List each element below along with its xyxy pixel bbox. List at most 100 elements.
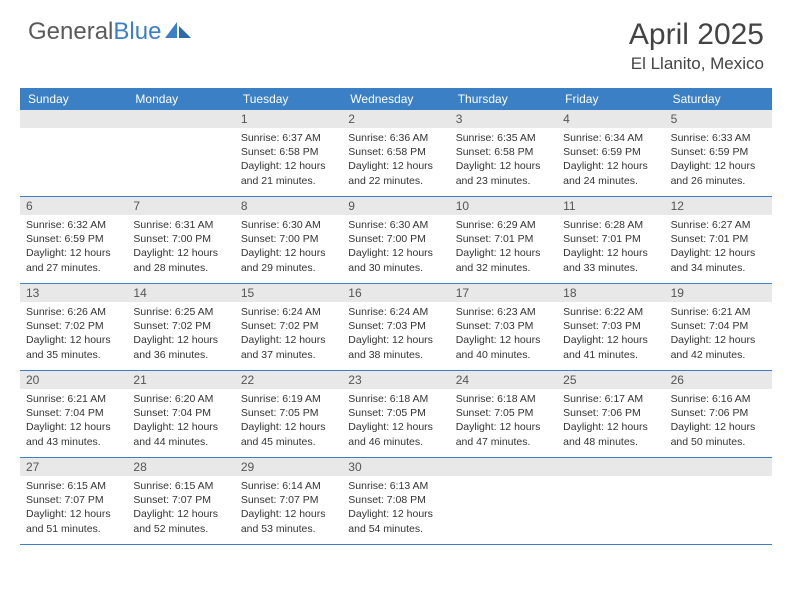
sunset-label: Sunset: 7:01 PM xyxy=(563,232,658,246)
sunrise-label: Sunrise: 6:30 AM xyxy=(348,218,443,232)
sunrise-label: Sunrise: 6:13 AM xyxy=(348,479,443,493)
sunrise-label: Sunrise: 6:27 AM xyxy=(671,218,766,232)
cell-body: Sunrise: 6:28 AMSunset: 7:01 PMDaylight:… xyxy=(557,215,664,279)
calendar-cell: 4Sunrise: 6:34 AMSunset: 6:59 PMDaylight… xyxy=(557,110,664,196)
cell-date-number: 28 xyxy=(127,458,234,476)
cell-date-number: 6 xyxy=(20,197,127,215)
cell-body: Sunrise: 6:34 AMSunset: 6:59 PMDaylight:… xyxy=(557,128,664,192)
calendar-cell: 24Sunrise: 6:18 AMSunset: 7:05 PMDayligh… xyxy=(450,371,557,457)
sunset-label: Sunset: 7:07 PM xyxy=(133,493,228,507)
cell-body: Sunrise: 6:18 AMSunset: 7:05 PMDaylight:… xyxy=(342,389,449,453)
calendar-cell: 1Sunrise: 6:37 AMSunset: 6:58 PMDaylight… xyxy=(235,110,342,196)
cell-body: Sunrise: 6:31 AMSunset: 7:00 PMDaylight:… xyxy=(127,215,234,279)
page-title: April 2025 xyxy=(629,18,764,52)
cell-date-number: 25 xyxy=(557,371,664,389)
sunrise-label: Sunrise: 6:26 AM xyxy=(26,305,121,319)
cell-date-number: . xyxy=(450,458,557,476)
location-label: El Llanito, Mexico xyxy=(629,54,764,74)
calendar-cell: 22Sunrise: 6:19 AMSunset: 7:05 PMDayligh… xyxy=(235,371,342,457)
daylight-label: Daylight: 12 hours and 34 minutes. xyxy=(671,246,766,274)
sunrise-label: Sunrise: 6:21 AM xyxy=(671,305,766,319)
cell-date-number: . xyxy=(20,110,127,128)
sunrise-label: Sunrise: 6:30 AM xyxy=(241,218,336,232)
cell-body: Sunrise: 6:22 AMSunset: 7:03 PMDaylight:… xyxy=(557,302,664,366)
cell-body: Sunrise: 6:14 AMSunset: 7:07 PMDaylight:… xyxy=(235,476,342,540)
logo-sail-icon xyxy=(165,20,191,45)
day-header: Tuesday xyxy=(235,88,342,110)
cell-body: Sunrise: 6:35 AMSunset: 6:58 PMDaylight:… xyxy=(450,128,557,192)
cell-body: Sunrise: 6:27 AMSunset: 7:01 PMDaylight:… xyxy=(665,215,772,279)
calendar-cell: 9Sunrise: 6:30 AMSunset: 7:00 PMDaylight… xyxy=(342,197,449,283)
cell-body: Sunrise: 6:20 AMSunset: 7:04 PMDaylight:… xyxy=(127,389,234,453)
logo-left: General xyxy=(28,18,113,45)
daylight-label: Daylight: 12 hours and 21 minutes. xyxy=(241,159,336,187)
calendar: Sunday Monday Tuesday Wednesday Thursday… xyxy=(20,88,772,545)
cell-body: Sunrise: 6:15 AMSunset: 7:07 PMDaylight:… xyxy=(20,476,127,540)
sunset-label: Sunset: 7:05 PM xyxy=(241,406,336,420)
logo: GeneralBlue xyxy=(28,18,191,46)
week-row: 20Sunrise: 6:21 AMSunset: 7:04 PMDayligh… xyxy=(20,371,772,458)
calendar-cell: . xyxy=(665,458,772,544)
calendar-cell: 30Sunrise: 6:13 AMSunset: 7:08 PMDayligh… xyxy=(342,458,449,544)
calendar-cell: . xyxy=(127,110,234,196)
sunset-label: Sunset: 7:05 PM xyxy=(456,406,551,420)
cell-date-number: 10 xyxy=(450,197,557,215)
calendar-cell: 23Sunrise: 6:18 AMSunset: 7:05 PMDayligh… xyxy=(342,371,449,457)
sunrise-label: Sunrise: 6:19 AM xyxy=(241,392,336,406)
daylight-label: Daylight: 12 hours and 37 minutes. xyxy=(241,333,336,361)
sunset-label: Sunset: 7:02 PM xyxy=(133,319,228,333)
calendar-cell: 28Sunrise: 6:15 AMSunset: 7:07 PMDayligh… xyxy=(127,458,234,544)
daylight-label: Daylight: 12 hours and 41 minutes. xyxy=(563,333,658,361)
logo-text: GeneralBlue xyxy=(28,18,161,46)
daylight-label: Daylight: 12 hours and 40 minutes. xyxy=(456,333,551,361)
cell-date-number: 11 xyxy=(557,197,664,215)
daylight-label: Daylight: 12 hours and 22 minutes. xyxy=(348,159,443,187)
cell-date-number: 15 xyxy=(235,284,342,302)
sunrise-label: Sunrise: 6:18 AM xyxy=(348,392,443,406)
sunrise-label: Sunrise: 6:22 AM xyxy=(563,305,658,319)
sunrise-label: Sunrise: 6:18 AM xyxy=(456,392,551,406)
daylight-label: Daylight: 12 hours and 53 minutes. xyxy=(241,507,336,535)
sunrise-label: Sunrise: 6:29 AM xyxy=(456,218,551,232)
sunrise-label: Sunrise: 6:36 AM xyxy=(348,131,443,145)
sunset-label: Sunset: 7:04 PM xyxy=(671,319,766,333)
sunset-label: Sunset: 7:04 PM xyxy=(133,406,228,420)
cell-date-number: . xyxy=(665,458,772,476)
cell-date-number: . xyxy=(557,458,664,476)
sunset-label: Sunset: 7:02 PM xyxy=(241,319,336,333)
cell-body: Sunrise: 6:30 AMSunset: 7:00 PMDaylight:… xyxy=(235,215,342,279)
calendar-cell: 21Sunrise: 6:20 AMSunset: 7:04 PMDayligh… xyxy=(127,371,234,457)
calendar-cell: 15Sunrise: 6:24 AMSunset: 7:02 PMDayligh… xyxy=(235,284,342,370)
sunset-label: Sunset: 7:06 PM xyxy=(563,406,658,420)
day-header: Wednesday xyxy=(342,88,449,110)
calendar-cell: 10Sunrise: 6:29 AMSunset: 7:01 PMDayligh… xyxy=(450,197,557,283)
cell-body: Sunrise: 6:16 AMSunset: 7:06 PMDaylight:… xyxy=(665,389,772,453)
sunset-label: Sunset: 7:00 PM xyxy=(241,232,336,246)
cell-body: Sunrise: 6:37 AMSunset: 6:58 PMDaylight:… xyxy=(235,128,342,192)
cell-date-number: 1 xyxy=(235,110,342,128)
sunrise-label: Sunrise: 6:16 AM xyxy=(671,392,766,406)
daylight-label: Daylight: 12 hours and 26 minutes. xyxy=(671,159,766,187)
sunrise-label: Sunrise: 6:15 AM xyxy=(26,479,121,493)
sunrise-label: Sunrise: 6:14 AM xyxy=(241,479,336,493)
calendar-cell: . xyxy=(20,110,127,196)
sunrise-label: Sunrise: 6:31 AM xyxy=(133,218,228,232)
sunrise-label: Sunrise: 6:24 AM xyxy=(241,305,336,319)
cell-body: Sunrise: 6:25 AMSunset: 7:02 PMDaylight:… xyxy=(127,302,234,366)
title-block: April 2025 El Llanito, Mexico xyxy=(629,18,764,74)
daylight-label: Daylight: 12 hours and 42 minutes. xyxy=(671,333,766,361)
cell-date-number: 21 xyxy=(127,371,234,389)
cell-body: Sunrise: 6:32 AMSunset: 6:59 PMDaylight:… xyxy=(20,215,127,279)
cell-body: Sunrise: 6:24 AMSunset: 7:02 PMDaylight:… xyxy=(235,302,342,366)
calendar-cell: 18Sunrise: 6:22 AMSunset: 7:03 PMDayligh… xyxy=(557,284,664,370)
calendar-cell: 2Sunrise: 6:36 AMSunset: 6:58 PMDaylight… xyxy=(342,110,449,196)
daylight-label: Daylight: 12 hours and 38 minutes. xyxy=(348,333,443,361)
calendar-cell: 26Sunrise: 6:16 AMSunset: 7:06 PMDayligh… xyxy=(665,371,772,457)
cell-date-number: . xyxy=(127,110,234,128)
weeks: ..1Sunrise: 6:37 AMSunset: 6:58 PMDaylig… xyxy=(20,110,772,545)
calendar-cell: 11Sunrise: 6:28 AMSunset: 7:01 PMDayligh… xyxy=(557,197,664,283)
daylight-label: Daylight: 12 hours and 28 minutes. xyxy=(133,246,228,274)
sunrise-label: Sunrise: 6:20 AM xyxy=(133,392,228,406)
cell-date-number: 2 xyxy=(342,110,449,128)
week-row: 13Sunrise: 6:26 AMSunset: 7:02 PMDayligh… xyxy=(20,284,772,371)
